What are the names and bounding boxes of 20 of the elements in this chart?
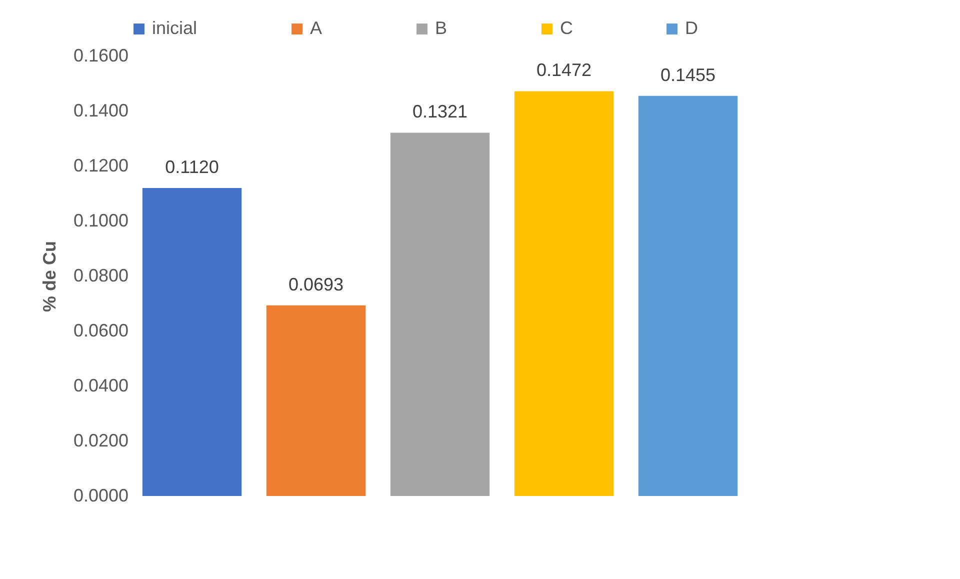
y-axis-title: % de Cu bbox=[39, 240, 60, 312]
data-label: 0.1455 bbox=[660, 64, 716, 85]
legend-label: D bbox=[685, 18, 698, 38]
y-tick-label: 0.0600 bbox=[73, 320, 128, 340]
y-tick-label: 0.1400 bbox=[73, 100, 128, 120]
data-label: 0.0693 bbox=[288, 274, 344, 294]
data-label: 0.1472 bbox=[536, 60, 592, 80]
y-tick-label: 0.1600 bbox=[73, 46, 128, 66]
y-tick-label: 0.1200 bbox=[73, 156, 128, 176]
y-tick-label: 0.0000 bbox=[73, 486, 128, 506]
y-tick-label: 0.0400 bbox=[73, 376, 128, 396]
legend-label: B bbox=[435, 18, 448, 38]
y-tick-label: 0.0200 bbox=[73, 430, 128, 450]
legend-label: inicial bbox=[152, 18, 198, 38]
legend-label: C bbox=[560, 18, 573, 38]
data-label: 0.1120 bbox=[165, 157, 219, 177]
legend-label: A bbox=[310, 18, 322, 38]
y-tick-label: 0.1000 bbox=[73, 210, 128, 230]
data-label: 0.1321 bbox=[412, 102, 468, 122]
y-tick-label: 0.0800 bbox=[73, 266, 128, 286]
